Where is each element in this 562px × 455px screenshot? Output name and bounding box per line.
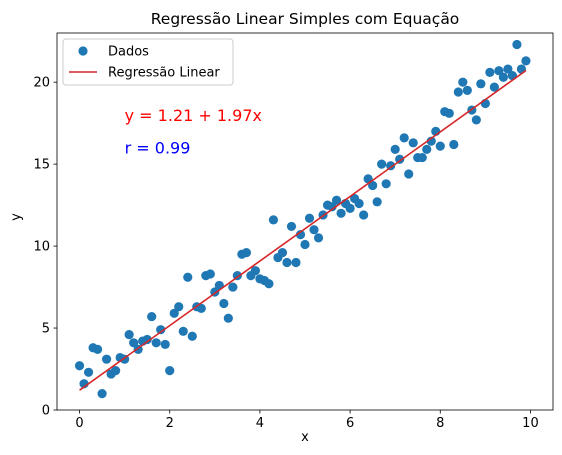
data-point	[300, 239, 310, 250]
data-point	[304, 213, 315, 223]
data-point	[295, 230, 306, 240]
legend-marker-data	[78, 46, 88, 56]
data-point	[345, 203, 355, 213]
equation-annotation: y = 1.21 + 1.97x	[125, 106, 262, 125]
data-point	[390, 144, 400, 154]
data-point	[417, 152, 427, 163]
legend-box	[62, 38, 234, 86]
data-point	[449, 139, 459, 150]
data-point	[74, 361, 85, 371]
regression-line	[79, 69, 527, 391]
data-point	[381, 179, 391, 189]
x-tick-label: 8	[436, 416, 444, 431]
y-tick-label: 20	[33, 76, 50, 91]
data-point	[458, 77, 468, 87]
data-point	[489, 82, 499, 92]
plot-frame	[56, 32, 554, 411]
data-point	[503, 64, 513, 74]
data-point	[395, 154, 405, 164]
x-tick-label: 4	[256, 416, 264, 431]
legend: Dados Regressão Linear	[62, 38, 234, 86]
data-point	[399, 133, 409, 143]
legend-label-data: Dados	[108, 45, 149, 60]
data-point	[250, 266, 260, 276]
data-point	[453, 87, 463, 97]
y-tick-label: 10	[33, 240, 50, 255]
data-point	[228, 282, 238, 292]
data-point	[476, 79, 486, 89]
data-point	[435, 141, 445, 151]
data-point	[422, 144, 432, 154]
data-point	[102, 354, 112, 364]
data-point	[205, 269, 215, 279]
data-point	[494, 66, 504, 76]
data-point	[169, 308, 179, 318]
data-point	[309, 225, 319, 235]
x-tick-label: 2	[166, 416, 174, 431]
data-point	[404, 169, 414, 179]
data-point	[291, 257, 301, 268]
x-tick-label: 0	[75, 416, 83, 431]
data-point	[97, 389, 107, 399]
axes: 0 2 4 6 8 10 0 5 10 15 20	[33, 32, 554, 431]
y-tick-label: 15	[33, 158, 50, 173]
data-point	[354, 198, 364, 209]
data-point	[174, 302, 184, 312]
x-tick-label: 10	[522, 416, 539, 431]
y-axis-label: y	[9, 213, 24, 221]
data-point	[241, 248, 251, 258]
y-tick-label: 0	[42, 404, 50, 419]
data-point	[359, 210, 369, 220]
data-point	[444, 108, 454, 118]
data-point	[187, 331, 197, 341]
data-point	[151, 338, 161, 348]
data-point	[462, 85, 472, 95]
data-point	[426, 136, 436, 146]
data-point	[165, 366, 175, 376]
chart-title: Regressão Linear Simples com Equação	[151, 10, 460, 28]
data-point	[327, 202, 337, 212]
data-point	[92, 344, 103, 354]
data-point	[282, 257, 292, 268]
data-point	[147, 311, 157, 322]
plot-area	[74, 39, 531, 399]
data-point	[83, 367, 94, 377]
data-point	[160, 339, 170, 350]
data-point	[129, 338, 139, 348]
data-point	[156, 325, 166, 335]
data-point	[111, 366, 121, 376]
x-axis-label: x	[301, 430, 309, 445]
data-point	[336, 208, 346, 218]
data-point	[368, 180, 378, 191]
data-point	[183, 272, 193, 282]
data-point	[331, 195, 342, 205]
data-point	[372, 197, 382, 207]
annotations: y = 1.21 + 1.97x r = 0.99	[125, 106, 262, 158]
data-point	[485, 67, 495, 77]
correlation-annotation: r = 0.99	[125, 139, 191, 158]
x-tick-label: 6	[346, 416, 354, 431]
data-point	[124, 330, 134, 340]
data-point	[313, 233, 324, 243]
data-point	[196, 303, 206, 313]
data-point	[286, 221, 297, 232]
data-point	[471, 115, 481, 125]
data-point	[268, 215, 279, 225]
data-point	[512, 39, 522, 50]
data-point	[408, 138, 418, 148]
data-point	[521, 56, 531, 66]
legend-label-line: Regressão Linear	[108, 66, 220, 81]
data-point	[223, 313, 233, 323]
data-point	[142, 334, 152, 345]
y-tick-label: 5	[42, 322, 50, 337]
data-point	[219, 298, 229, 309]
data-point	[498, 72, 508, 82]
data-point	[264, 279, 274, 289]
data-point	[178, 326, 188, 336]
data-point	[277, 248, 288, 258]
data-point	[377, 159, 387, 169]
